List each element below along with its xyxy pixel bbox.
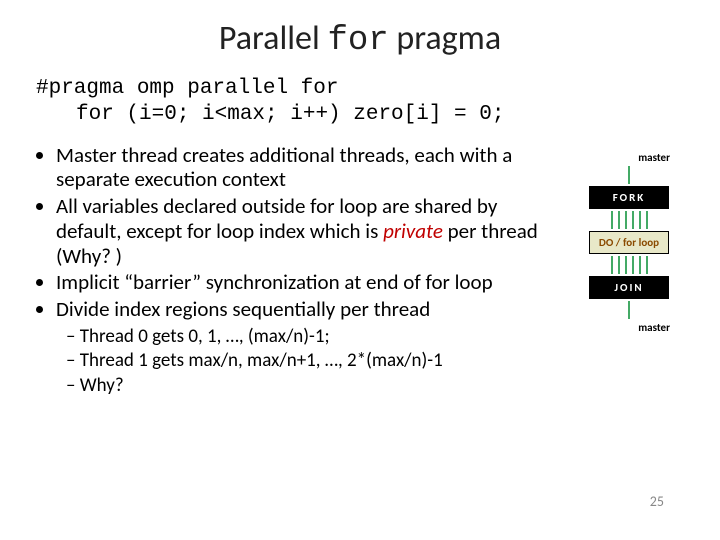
multi-lines-bottom	[611, 256, 648, 274]
sub-3: Why?	[66, 375, 566, 397]
sub-1: Thread 0 gets 0, 1, …, (max/n)-1;	[66, 326, 566, 348]
multi-lines-top	[611, 211, 648, 229]
slide: Parallel for pragma #pragma omp parallel…	[0, 0, 720, 540]
title-post: pragma	[389, 18, 501, 59]
join-box: JOIN	[589, 276, 669, 299]
label-master-top: master	[638, 151, 670, 164]
loop-box: DO / for loop	[589, 231, 669, 254]
single-line-bottom	[628, 301, 630, 319]
sub-bullets: Thread 0 gets 0, 1, …, (max/n)-1; Thread…	[36, 326, 566, 397]
single-line-top	[628, 166, 630, 184]
bullet-2: All variables declared outside for loop …	[56, 194, 566, 268]
private-word: private	[383, 218, 443, 244]
content-row: Master thread creates additional threads…	[36, 143, 684, 400]
code-block: #pragma omp parallel for for (i=0; i<max…	[36, 76, 684, 129]
bullet-list: Master thread creates additional threads…	[36, 143, 566, 400]
title-pre: Parallel	[219, 18, 328, 59]
fork-box: FORK	[589, 186, 669, 209]
bullet-3: Implicit “barrier” synchronization at en…	[56, 270, 566, 295]
code-line-1: #pragma omp parallel for	[36, 76, 684, 102]
code-line-2: for (i=0; i<max; i++) zero[i] = 0;	[36, 102, 684, 128]
sub-2: Thread 1 gets max/n, max/n+1, …, 2*(max/…	[66, 350, 566, 372]
slide-title: Parallel for pragma	[36, 18, 684, 60]
fork-join-diagram: master FORK DO / for loop JOIN	[574, 143, 684, 400]
title-mono: for	[327, 22, 388, 60]
bullet-1: Master thread creates additional threads…	[56, 143, 566, 193]
page-number: 25	[650, 493, 664, 510]
bullet-4: Divide index regions sequentially per th…	[56, 297, 566, 322]
label-master-bottom: master	[638, 321, 670, 334]
